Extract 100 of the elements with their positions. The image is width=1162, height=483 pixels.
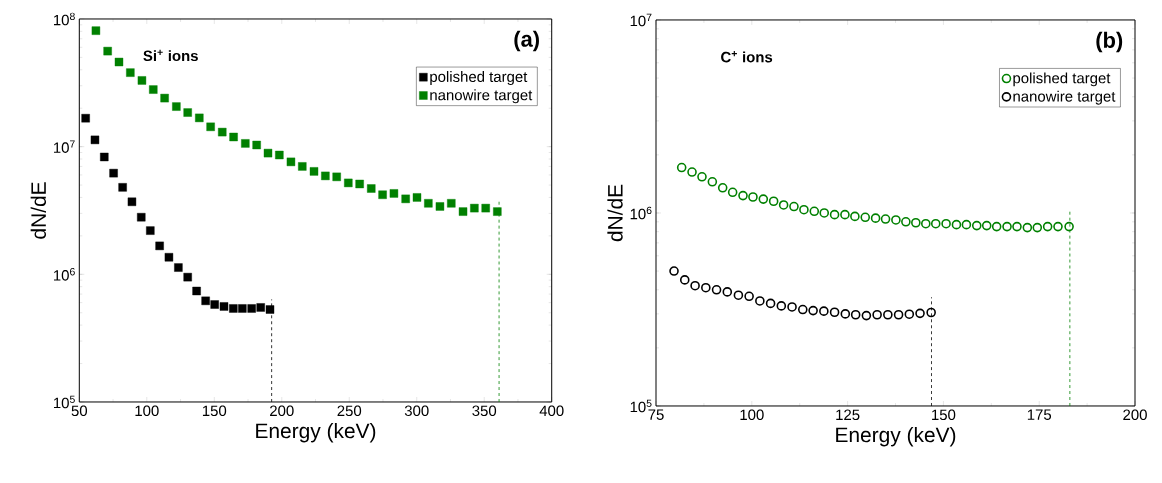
y-tick-label: 10$^{7}$ [630, 13, 652, 27]
point [809, 206, 820, 217]
point [155, 241, 164, 251]
point [210, 300, 219, 309]
point [765, 298, 776, 309]
point [114, 57, 124, 67]
point [778, 200, 789, 210]
point [717, 183, 728, 193]
point [389, 189, 399, 198]
point [880, 214, 891, 224]
x-axis-title: Energy (keV) [836, 426, 956, 447]
point [263, 148, 273, 158]
point [701, 282, 711, 293]
point [355, 179, 364, 189]
legend-label: nanowire target [430, 89, 533, 104]
point [981, 220, 992, 231]
point [103, 46, 112, 56]
point [321, 171, 330, 181]
point [758, 194, 769, 204]
point [206, 122, 215, 132]
point [332, 172, 341, 182]
y-axis-title: dN/dE [30, 182, 47, 239]
x-tick-label: 150 [202, 405, 227, 417]
point [722, 287, 733, 297]
point [679, 275, 690, 285]
x-tick-label: 125 [836, 409, 860, 421]
point [860, 212, 871, 223]
point [164, 253, 174, 262]
annotation: Si$^{+}$ ions [143, 49, 198, 62]
x-tick-label: 300 [404, 405, 429, 417]
point [201, 296, 210, 306]
point [137, 213, 146, 222]
point [252, 140, 261, 150]
point [219, 302, 229, 311]
point [926, 307, 936, 318]
point [344, 178, 353, 188]
point [711, 284, 722, 295]
point [1032, 222, 1043, 233]
point [137, 76, 147, 85]
point [915, 308, 925, 319]
point [172, 102, 181, 111]
point [100, 152, 109, 162]
point [697, 171, 707, 182]
point [748, 192, 758, 202]
x-tick-label: 350 [472, 405, 497, 417]
point [829, 307, 840, 318]
point [861, 310, 872, 321]
x-tick-label: 75 [648, 409, 664, 420]
y-axis-title: dN/dE [607, 184, 623, 242]
point [298, 162, 307, 171]
point [961, 219, 972, 230]
point [247, 304, 256, 313]
point [911, 217, 921, 228]
point [174, 263, 183, 272]
point [687, 167, 697, 177]
x-tick-label: 100 [740, 409, 764, 421]
point [195, 113, 204, 123]
point [850, 309, 861, 320]
point [127, 197, 137, 206]
x-tick-label: 200 [1123, 409, 1147, 421]
point [1064, 221, 1074, 232]
point [91, 26, 101, 35]
y-tick-label: 10$^{6}$ [630, 206, 652, 220]
point [768, 196, 779, 207]
point [256, 303, 265, 312]
annotation: (b) [1096, 31, 1123, 53]
point [229, 304, 238, 313]
point [1022, 222, 1033, 233]
x-axis-title: Energy (keV) [256, 422, 376, 443]
point [707, 177, 718, 187]
point [930, 218, 941, 229]
point [904, 309, 915, 319]
point [126, 68, 135, 77]
x-tick-label: 150 [932, 409, 956, 421]
point [470, 203, 479, 213]
point [118, 183, 127, 192]
point [883, 309, 893, 320]
point [146, 226, 155, 235]
point [676, 162, 687, 173]
point [481, 203, 490, 213]
point [286, 157, 296, 167]
point [669, 266, 679, 276]
point [1042, 221, 1053, 232]
point [241, 139, 250, 148]
point [435, 202, 445, 211]
point [941, 218, 951, 229]
x-tick-label: 400 [539, 405, 564, 417]
point [149, 85, 158, 94]
point [727, 187, 738, 198]
x-tick-label: 100 [135, 405, 159, 417]
point [819, 306, 829, 316]
point [744, 291, 754, 302]
point [971, 220, 982, 231]
point [893, 309, 904, 320]
point [840, 209, 850, 220]
point [808, 305, 818, 316]
annotation: C$^{+}$ ions [721, 50, 773, 63]
point [799, 204, 809, 215]
point [265, 305, 275, 314]
point [951, 219, 962, 230]
